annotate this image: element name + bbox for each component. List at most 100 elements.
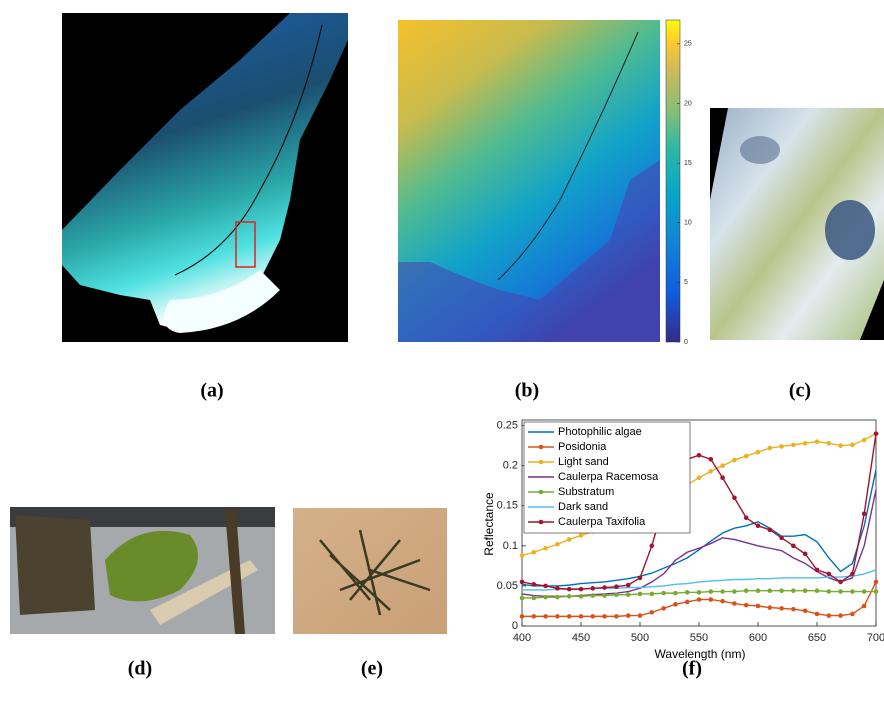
series-marker <box>827 613 832 618</box>
series-marker <box>874 431 879 436</box>
y-tick-label: 0.25 <box>497 420 518 432</box>
series-marker <box>520 580 525 585</box>
series-marker <box>862 511 867 516</box>
legend-label: Substratum <box>558 486 614 498</box>
colorbar-tick-label: 20 <box>684 100 692 107</box>
series-marker <box>756 524 761 529</box>
legend-marker <box>539 460 544 465</box>
x-tick-label: 400 <box>513 632 531 644</box>
legend-marker <box>539 445 544 450</box>
legend-label: Photophilic algae <box>558 426 642 438</box>
series-marker <box>862 604 867 609</box>
series-marker <box>591 593 596 598</box>
y-tick-label: 0.1 <box>503 540 518 552</box>
series-marker <box>838 589 843 594</box>
series-marker <box>779 536 784 541</box>
series-marker <box>709 457 714 462</box>
series-marker <box>838 443 843 448</box>
series-marker <box>779 588 784 593</box>
panel-label: (c) <box>789 380 811 402</box>
series-marker <box>579 533 584 538</box>
series-marker <box>532 582 537 587</box>
x-tick-label: 700 <box>867 632 884 644</box>
series-marker <box>791 588 796 593</box>
series-marker <box>638 576 643 581</box>
colorbar-tick-label: 25 <box>684 41 692 48</box>
series-marker <box>685 600 690 605</box>
y-tick-label: 0.2 <box>503 460 518 472</box>
x-tick-label: 600 <box>749 632 767 644</box>
series-marker <box>744 515 749 520</box>
series-marker <box>532 550 537 555</box>
series-marker <box>720 463 725 468</box>
figure: 0510152025 (a) (b) (c) (d) (e) (f) Wavel… <box>0 0 884 697</box>
series-marker <box>650 610 655 615</box>
series-marker <box>626 613 631 618</box>
series-marker <box>732 458 737 463</box>
series-marker <box>520 614 525 619</box>
series-marker <box>567 594 572 599</box>
series-marker <box>555 586 560 591</box>
series-marker <box>791 544 796 549</box>
series-marker <box>579 587 584 592</box>
series-marker <box>756 588 761 593</box>
series-marker <box>768 605 773 610</box>
series-marker <box>567 537 572 542</box>
series-marker <box>543 546 548 551</box>
series-marker <box>697 453 702 458</box>
series-marker <box>650 592 655 597</box>
series-marker <box>532 596 537 601</box>
series-marker <box>827 572 832 577</box>
series-marker <box>779 444 784 449</box>
series-marker <box>614 584 619 589</box>
series-marker <box>579 614 584 619</box>
series-marker <box>602 585 607 590</box>
series-marker <box>803 441 808 446</box>
series-marker <box>756 604 761 609</box>
series-marker <box>591 614 596 619</box>
legend-label: Caulerpa Taxifolia <box>558 516 646 528</box>
series-marker <box>650 544 655 549</box>
series-marker <box>520 596 525 601</box>
series-marker <box>709 589 714 594</box>
series-marker <box>626 592 631 597</box>
series-marker <box>555 614 560 619</box>
legend-label: Light sand <box>558 456 609 468</box>
series-marker <box>768 446 773 451</box>
x-tick-label: 550 <box>690 632 708 644</box>
y-tick-label: 0.15 <box>497 500 518 512</box>
series-marker <box>874 589 879 594</box>
legend-label: Caulerpa Racemosa <box>558 471 659 483</box>
series-marker <box>673 591 678 596</box>
series-marker <box>768 588 773 593</box>
x-tick-label: 450 <box>572 632 590 644</box>
colorbar-tick-label: 0 <box>684 339 688 346</box>
y-axis-label: Reflectance <box>482 492 496 556</box>
series-marker <box>709 597 714 602</box>
series-marker <box>602 614 607 619</box>
series-marker <box>638 592 643 597</box>
series-marker <box>520 553 525 558</box>
series-marker <box>555 595 560 600</box>
y-tick-label: 0.05 <box>497 580 518 592</box>
legend-label: Posidonia <box>558 441 607 453</box>
colorbar-tick-label: 15 <box>684 160 692 167</box>
series-marker <box>815 439 820 444</box>
series-marker <box>862 438 867 443</box>
series-marker <box>697 475 702 480</box>
series-marker <box>744 603 749 608</box>
series-marker <box>567 614 572 619</box>
panel-label: (b) <box>515 380 539 402</box>
series-marker <box>732 495 737 500</box>
panel-label: (a) <box>200 380 223 402</box>
series-marker <box>850 443 855 448</box>
series-marker <box>827 589 832 594</box>
series-marker <box>744 454 749 459</box>
series-marker <box>827 441 832 446</box>
series-marker <box>779 606 784 611</box>
series-marker <box>697 590 702 595</box>
series-marker <box>815 568 820 573</box>
series-marker <box>543 595 548 600</box>
series-marker <box>862 589 867 594</box>
